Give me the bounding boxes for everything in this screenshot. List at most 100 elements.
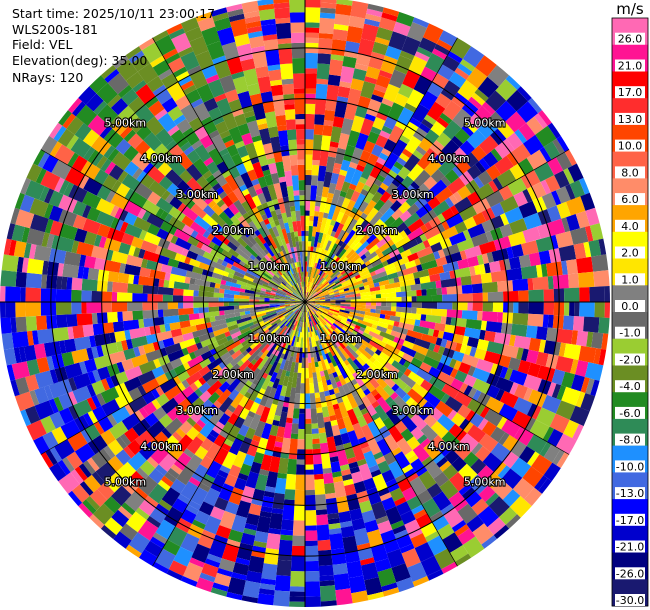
- velocity-gate: [214, 497, 229, 511]
- velocity-gate: [246, 120, 261, 138]
- velocity-gate: [394, 529, 409, 540]
- velocity-gate: [64, 338, 77, 353]
- velocity-gate: [301, 276, 304, 287]
- velocity-gate: [405, 312, 422, 321]
- velocity-gate: [221, 182, 233, 196]
- velocity-gate: [385, 408, 401, 426]
- velocity-gate: [267, 380, 274, 388]
- velocity-gate: [315, 494, 327, 511]
- velocity-gate: [118, 242, 131, 255]
- velocity-gate: [305, 357, 309, 369]
- velocity-gate: [267, 403, 278, 420]
- velocity-gate: [320, 314, 326, 318]
- velocity-gate: [500, 213, 510, 226]
- velocity-gate: [201, 563, 219, 578]
- velocity-gate: [356, 332, 371, 344]
- velocity-gate: [277, 125, 287, 132]
- velocity-gate: [100, 386, 120, 404]
- velocity-gate: [193, 307, 199, 314]
- velocity-gate: [141, 42, 163, 64]
- velocity-gate: [360, 291, 371, 297]
- velocity-gate: [51, 426, 68, 445]
- velocity-gate: [329, 414, 337, 422]
- velocity-gate: [53, 396, 64, 412]
- velocity-gate: [501, 468, 523, 490]
- velocity-gate: [342, 272, 348, 278]
- velocity-sector-field: [0, 0, 611, 608]
- velocity-gate: [210, 7, 228, 17]
- velocity-gate: [316, 281, 329, 293]
- velocity-gate: [316, 324, 321, 330]
- velocity-gate: [312, 262, 316, 268]
- velocity-gate: [286, 264, 291, 271]
- velocity-gate: [235, 500, 252, 518]
- velocity-gate: [537, 223, 551, 239]
- velocity-gate: [399, 50, 415, 61]
- velocity-gate: [449, 37, 472, 59]
- velocity-gate: [277, 472, 287, 479]
- velocity-gate: [272, 492, 285, 510]
- velocity-gate: [223, 293, 235, 299]
- velocity-gate: [437, 249, 446, 258]
- velocity-gate: [435, 186, 454, 204]
- velocity-gate: [37, 152, 50, 169]
- velocity-gate: [101, 342, 119, 356]
- velocity-gate: [219, 351, 231, 362]
- velocity-gate: [411, 302, 422, 309]
- velocity-gate: [256, 437, 269, 455]
- velocity-gate: [289, 302, 305, 305]
- velocity-gate: [402, 340, 415, 350]
- velocity-gate: [220, 279, 227, 286]
- velocity-gate: [226, 241, 238, 252]
- velocity-gate: [26, 258, 44, 275]
- velocity-gate: [374, 349, 382, 356]
- velocity-gate: [97, 223, 111, 238]
- velocity-gate: [422, 239, 431, 249]
- velocity-gate: [373, 230, 381, 238]
- velocity-gate: [334, 376, 341, 383]
- velocity-gate: [340, 118, 354, 136]
- velocity-gate: [330, 266, 343, 279]
- velocity-gate: [432, 73, 449, 89]
- velocity-gate: [91, 312, 98, 325]
- velocity-gate: [128, 50, 145, 64]
- velocity-gate: [523, 387, 533, 402]
- velocity-gate: [240, 353, 252, 364]
- velocity-gate: [108, 350, 127, 365]
- velocity-gate: [291, 372, 298, 388]
- velocity-gate: [262, 142, 275, 160]
- velocity-gate: [342, 334, 349, 340]
- velocity-gate: [330, 126, 342, 143]
- velocity-gate: [183, 145, 195, 156]
- velocity-gate: [40, 452, 54, 469]
- velocity-gate: [228, 248, 240, 258]
- velocity-gate: [213, 17, 232, 32]
- velocity-gate: [314, 294, 330, 300]
- velocity-gate: [74, 336, 92, 351]
- velocity-gate: [347, 430, 360, 447]
- velocity-gate: [116, 341, 124, 352]
- velocity-gate: [297, 332, 302, 348]
- velocity-gate: [576, 330, 589, 347]
- velocity-gate: [201, 26, 221, 46]
- velocity-gate: [95, 462, 117, 483]
- velocity-gate: [372, 116, 386, 131]
- velocity-gate: [241, 200, 252, 213]
- velocity-gate: [384, 314, 391, 320]
- velocity-gate: [336, 195, 346, 208]
- velocity-gate: [96, 82, 118, 105]
- velocity-gate: [196, 241, 204, 249]
- velocity-gate: [114, 207, 124, 220]
- velocity-gate: [555, 231, 574, 249]
- velocity-gate: [342, 279, 358, 288]
- velocity-gate: [399, 134, 411, 145]
- velocity-gate: [353, 394, 364, 407]
- velocity-gate: [205, 442, 222, 461]
- velocity-gate: [364, 113, 376, 122]
- velocity-gate: [382, 417, 395, 430]
- velocity-gate: [305, 474, 315, 491]
- velocity-gate: [265, 49, 280, 66]
- velocity-gate: [399, 543, 415, 554]
- velocity-gate: [57, 459, 71, 476]
- velocity-gate: [454, 267, 471, 279]
